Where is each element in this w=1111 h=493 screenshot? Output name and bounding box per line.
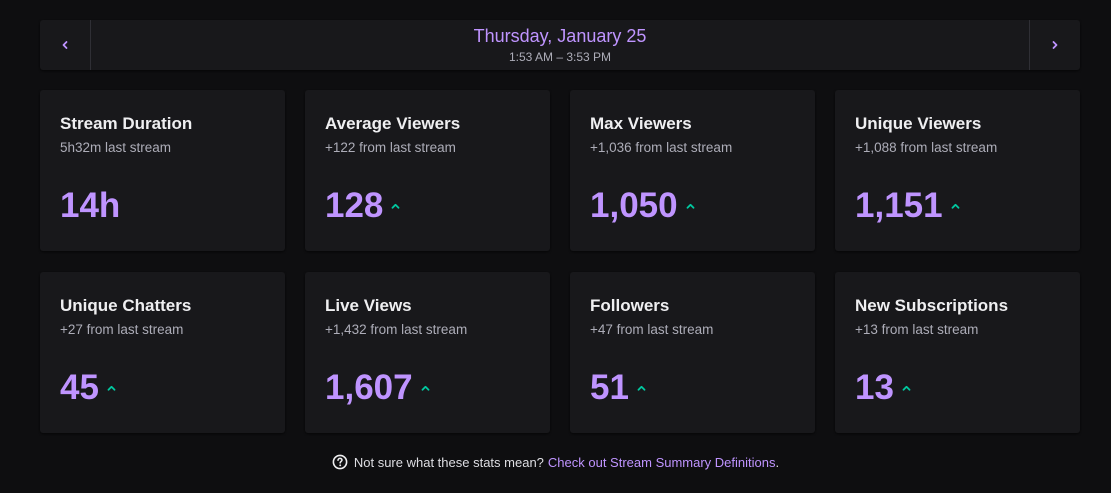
stat-card-average-viewers: Average Viewers +122 from last stream 12… <box>305 90 550 251</box>
stat-comparison: +1,036 from last stream <box>590 140 733 155</box>
stat-title: Average Viewers <box>325 114 461 133</box>
next-date-button[interactable] <box>1029 20 1080 70</box>
stat-card-new-subscriptions: New Subscriptions +13 from last stream 1… <box>835 272 1080 433</box>
stat-comparison: +27 from last stream <box>60 322 184 337</box>
stat-value: 128 <box>325 186 384 225</box>
footer-text: Not sure what these stats mean? <box>353 454 544 470</box>
chevron-left-icon <box>62 41 68 49</box>
trend-up-icon <box>637 385 646 391</box>
trend-up-icon <box>951 203 960 209</box>
stat-title: Unique Viewers <box>855 114 982 133</box>
stat-card-max-viewers: Max Viewers +1,036 from last stream 1,05… <box>570 90 815 251</box>
trend-up-icon <box>421 385 430 391</box>
stat-comparison: +1,088 from last stream <box>855 140 998 155</box>
trend-up-icon <box>686 203 695 209</box>
stat-comparison: 5h32m last stream <box>60 140 172 155</box>
stats-grid: Stream Duration 5h32m last stream 14h Av… <box>40 90 1080 433</box>
stat-value: 45 <box>60 368 99 407</box>
stat-comparison: +122 from last stream <box>325 140 456 155</box>
stat-card-followers: Followers +47 from last stream 51 <box>570 272 815 433</box>
stat-value: 51 <box>590 368 629 407</box>
stat-title: New Subscriptions <box>855 296 1009 315</box>
stats-help-footer: Not sure what these stats mean? Check ou… <box>0 454 1111 470</box>
trend-up-icon <box>391 203 400 209</box>
stat-card-live-views: Live Views +1,432 from last stream 1,607 <box>305 272 550 433</box>
stat-comparison: +1,432 from last stream <box>325 322 468 337</box>
stat-value: 13 <box>855 368 894 407</box>
stat-value: 14h <box>60 186 121 225</box>
stream-summary-definitions-link[interactable]: Check out Stream Summary Definitions <box>547 454 776 470</box>
help-circle-icon <box>332 454 348 470</box>
stat-value: 1,151 <box>855 186 943 225</box>
date-navigator: Thursday, January 25 1:53 AM – 3:53 PM <box>40 20 1080 70</box>
stat-value: 1,050 <box>590 186 678 225</box>
stat-value: 1,607 <box>325 368 413 407</box>
previous-date-button[interactable] <box>40 20 91 70</box>
stat-title: Stream Duration <box>60 114 193 133</box>
stat-title: Max Viewers <box>590 114 692 133</box>
chevron-right-icon <box>1052 41 1058 49</box>
date-display: Thursday, January 25 1:53 AM – 3:53 PM <box>91 20 1029 70</box>
trend-up-icon <box>107 385 116 391</box>
trend-up-icon <box>902 385 911 391</box>
stat-title: Unique Chatters <box>60 296 192 315</box>
stat-card-stream-duration: Stream Duration 5h32m last stream 14h <box>40 90 285 251</box>
stat-title: Live Views <box>325 296 412 315</box>
stat-title: Followers <box>590 296 670 315</box>
stat-card-unique-chatters: Unique Chatters +27 from last stream 45 <box>40 272 285 433</box>
date-title: Thursday, January 25 <box>473 26 647 46</box>
stat-comparison: +13 from last stream <box>855 322 979 337</box>
time-range: 1:53 AM – 3:53 PM <box>508 50 612 64</box>
stat-card-unique-viewers: Unique Viewers +1,088 from last stream 1… <box>835 90 1080 251</box>
stat-comparison: +47 from last stream <box>590 322 714 337</box>
footer-period: . <box>775 454 780 470</box>
